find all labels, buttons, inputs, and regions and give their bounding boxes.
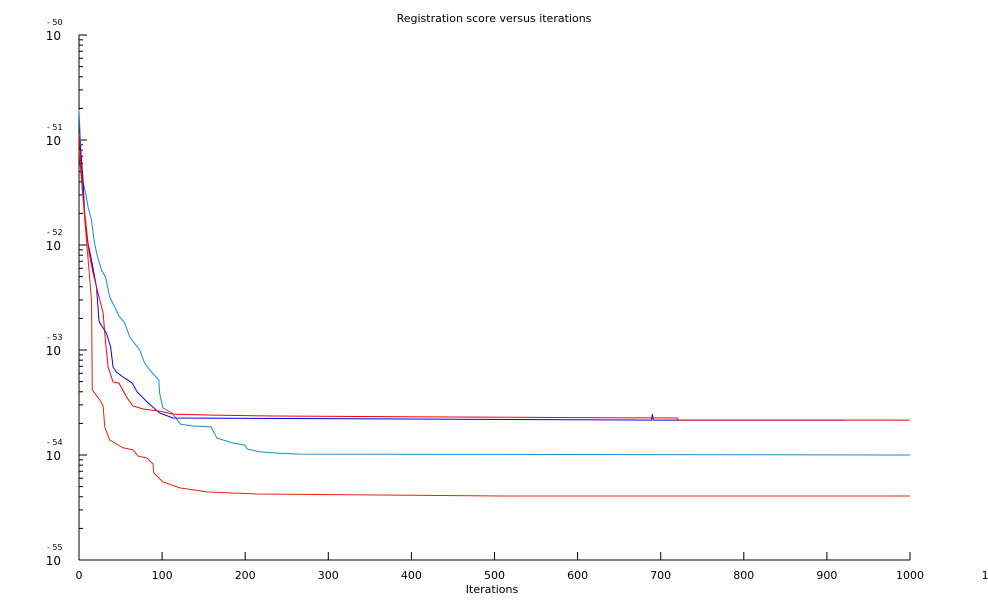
y-tick-label-base: 10 <box>46 449 61 463</box>
x-tick-label: 200 <box>235 569 256 582</box>
y-tick-label-base: 10 <box>46 554 61 568</box>
x-tick-label-overflow: 1 <box>982 569 988 582</box>
y-tick-label-exponent: - 50 <box>47 18 63 27</box>
y-tick-label-base: 10 <box>46 344 61 358</box>
series-line-1 <box>78 109 911 456</box>
x-axis-label: Iterations <box>466 583 519 596</box>
x-tick-label: 100 <box>152 569 173 582</box>
y-tick-label-exponent: - 53 <box>47 333 63 342</box>
y-tick-label-exponent: - 55 <box>47 543 63 552</box>
x-tick-label: 700 <box>650 569 671 582</box>
y-tick-label-base: 10 <box>46 29 61 43</box>
x-tick-label: 300 <box>318 569 339 582</box>
x-tick-label: 600 <box>567 569 588 582</box>
y-tick-label-base: 10 <box>46 239 61 253</box>
x-tick-label: 900 <box>816 569 837 582</box>
x-tick-label: 0 <box>76 569 83 582</box>
y-tick-label-exponent: - 52 <box>47 228 63 237</box>
series-line-3 <box>78 134 910 421</box>
axes: 0 100 200 300 400 500 600 700 800 900 1000 1 10 - 50 1… <box>46 18 988 582</box>
y-tick-label-exponent: - 51 <box>47 123 63 132</box>
chart-title: Registration score versus iterations <box>397 12 592 25</box>
x-tick-label: 1000 <box>896 569 924 582</box>
x-tick-label: 500 <box>484 569 505 582</box>
series-group <box>78 109 911 497</box>
y-tick-label-base: 10 <box>46 134 61 148</box>
x-tick-label: 400 <box>401 569 422 582</box>
series-line-4 <box>78 149 910 497</box>
x-tick-label: 800 <box>733 569 754 582</box>
y-tick-label-exponent: - 54 <box>47 438 63 447</box>
series-line-2 <box>78 132 846 421</box>
